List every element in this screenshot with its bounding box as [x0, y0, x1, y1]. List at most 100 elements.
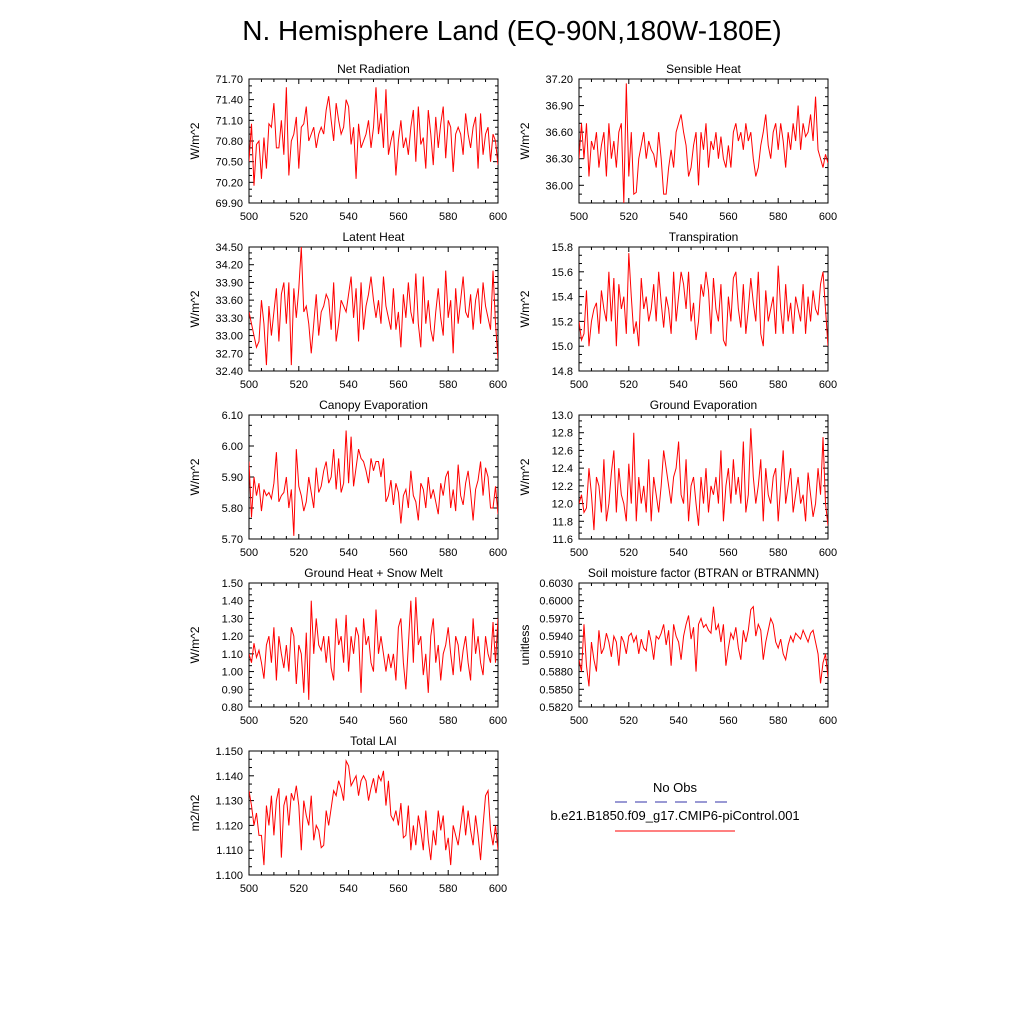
panel-title: Ground Heat + Snow Melt	[304, 566, 443, 580]
panel-title: Net Radiation	[337, 62, 410, 76]
x-tick-label: 520	[620, 211, 638, 223]
y-tick-label: 36.00	[545, 180, 573, 192]
x-tick-label: 540	[339, 883, 357, 895]
y-tick-label: 0.6030	[539, 578, 573, 590]
x-tick-label: 540	[669, 547, 687, 559]
y-tick-label: 1.20	[222, 631, 243, 643]
figure-title: N. Hemisphere Land (EQ-90N,180W-180E)	[242, 15, 782, 46]
y-tick-label: 1.40	[222, 596, 243, 608]
x-tick-label: 520	[290, 715, 308, 727]
x-tick-label: 500	[240, 379, 258, 391]
y-axis-label: W/m^2	[518, 290, 532, 327]
y-tick-label: 37.20	[545, 74, 573, 86]
y-tick-label: 0.5820	[539, 702, 573, 714]
y-tick-label: 0.80	[222, 702, 243, 714]
y-tick-label: 5.80	[222, 503, 243, 515]
x-tick-label: 540	[669, 715, 687, 727]
series-line	[579, 605, 828, 687]
legend: No Obs b.e21.B1850.f09_g17.CMIP6-piContr…	[550, 780, 800, 832]
y-tick-label: 12.4	[552, 463, 573, 475]
x-tick-label: 560	[389, 883, 407, 895]
y-tick-label: 15.4	[552, 292, 573, 304]
panel-title: Latent Heat	[342, 230, 405, 244]
y-axis-label: W/m^2	[518, 458, 532, 495]
panel: Total LAI 500 520 540 560 580 600 1.100 1.110 1.1…	[188, 734, 507, 895]
y-tick-label: 1.110	[216, 845, 243, 857]
y-tick-label: 1.50	[222, 578, 243, 590]
series-line	[579, 428, 828, 531]
y-tick-label: 1.140	[215, 771, 243, 783]
y-tick-label: 71.70	[215, 74, 243, 86]
x-tick-label: 600	[819, 547, 837, 559]
panel: Latent Heat 500 520 540 560 580 600 32.40 32.70 3…	[188, 230, 507, 391]
x-tick-label: 580	[439, 715, 457, 727]
y-tick-label: 0.5940	[539, 631, 573, 643]
x-tick-label: 580	[439, 883, 457, 895]
y-tick-label: 0.5910	[539, 649, 573, 661]
panel: Net Radiation 500 520 540 560 580 600 69.90 70.2…	[188, 62, 507, 223]
y-tick-label: 71.40	[215, 95, 243, 107]
legend-model-label: b.e21.B1850.f09_g17.CMIP6-piControl.001	[550, 808, 799, 823]
x-tick-label: 560	[719, 547, 737, 559]
panel: Ground Heat + Snow Melt 500 520 540 560 580 60…	[188, 566, 507, 727]
panel: Canopy Evaporation 500 520 540 560 580 600 5.70…	[188, 398, 507, 559]
y-tick-label: 36.30	[545, 154, 573, 166]
panel-title: Canopy Evaporation	[319, 398, 428, 412]
x-tick-label: 580	[439, 547, 457, 559]
panel-title: Sensible Heat	[666, 62, 741, 76]
y-tick-label: 1.00	[222, 667, 243, 679]
x-tick-label: 560	[389, 715, 407, 727]
y-axis-label: W/m^2	[518, 122, 532, 159]
y-tick-label: 34.50	[215, 242, 243, 254]
panel: Soil moisture factor (BTRAN or BTRANMN) 5…	[518, 566, 837, 727]
x-tick-label: 560	[389, 547, 407, 559]
x-tick-label: 580	[439, 379, 457, 391]
y-tick-label: 0.5880	[539, 667, 573, 679]
x-tick-label: 540	[669, 211, 687, 223]
y-tick-label: 14.8	[552, 366, 573, 378]
panel: Transpiration 500 520 540 560 580 600 14.8 15.0 1…	[518, 230, 837, 391]
panel-title: Transpiration	[669, 230, 739, 244]
y-tick-label: 5.90	[222, 472, 243, 484]
y-tick-label: 15.2	[552, 316, 573, 328]
x-tick-label: 520	[290, 883, 308, 895]
y-tick-label: 15.6	[552, 267, 573, 279]
x-tick-label: 500	[240, 211, 258, 223]
x-tick-label: 580	[769, 547, 787, 559]
x-tick-label: 600	[489, 883, 507, 895]
x-tick-label: 520	[620, 379, 638, 391]
x-tick-label: 600	[489, 211, 507, 223]
x-tick-label: 580	[769, 715, 787, 727]
y-tick-label: 36.90	[545, 101, 573, 113]
series-line	[249, 430, 498, 536]
y-tick-label: 33.30	[215, 313, 243, 325]
y-tick-label: 13.0	[552, 410, 573, 422]
panel-title: Total LAI	[350, 734, 397, 748]
y-tick-label: 12.8	[552, 428, 573, 440]
legend-obs-label: No Obs	[653, 780, 698, 795]
y-tick-label: 0.5850	[539, 684, 573, 696]
y-tick-label: 5.70	[222, 534, 243, 546]
x-tick-label: 520	[290, 211, 308, 223]
x-tick-label: 580	[769, 379, 787, 391]
x-tick-label: 580	[769, 211, 787, 223]
y-tick-label: 32.70	[215, 348, 243, 360]
x-tick-label: 600	[819, 211, 837, 223]
x-tick-label: 500	[570, 715, 588, 727]
y-tick-label: 32.40	[215, 366, 243, 378]
y-tick-label: 36.60	[545, 127, 573, 139]
series-line	[579, 83, 828, 203]
x-tick-label: 560	[719, 211, 737, 223]
x-tick-label: 600	[819, 715, 837, 727]
x-tick-label: 520	[290, 547, 308, 559]
panel-title: Soil moisture factor (BTRAN or BTRANMN)	[588, 566, 819, 580]
y-tick-label: 34.20	[215, 260, 243, 272]
x-tick-label: 500	[570, 211, 588, 223]
series-line	[249, 597, 498, 700]
y-tick-label: 11.8	[552, 516, 573, 528]
y-tick-label: 1.10	[222, 649, 243, 661]
x-tick-label: 540	[339, 715, 357, 727]
y-tick-label: 15.8	[552, 242, 573, 254]
y-tick-label: 70.20	[215, 177, 243, 189]
panel: Ground Evaporation 500 520 540 560 580 600 11.6…	[518, 398, 837, 559]
